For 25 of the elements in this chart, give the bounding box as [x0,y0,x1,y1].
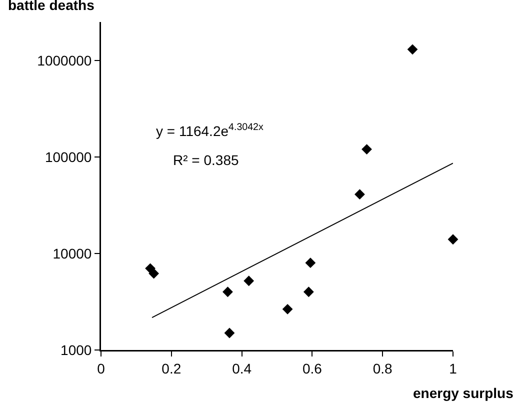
point [224,328,235,338]
x-tick-label: 0.8 [372,360,393,376]
point [303,286,314,298]
annotation: R² = 0.385 [173,152,239,168]
x-tick-label: 0.4 [232,360,252,376]
point [305,258,316,268]
point [354,189,365,200]
point [448,234,458,245]
point [148,268,159,279]
point [362,144,372,154]
y-tick-label: 1000 [60,342,92,358]
point [282,304,293,314]
y-tick-label: 1000000 [37,52,92,68]
point [407,44,418,55]
y-axis-title: battle deaths [8,0,95,13]
x-axis-title: energy surplus [413,385,514,401]
point [222,286,233,298]
x-tick-label: 1 [449,360,458,376]
y-tick-label: 100000 [44,148,92,165]
y-tick-label: 10000 [52,245,92,262]
x-tick-label: 0.6 [302,360,322,376]
x-tick-label: 0.2 [162,360,182,376]
x-tick-label: 0 [97,360,106,376]
point [244,276,254,286]
annotation: y = 1164.2e$^{4.3042x}$ [156,122,264,139]
